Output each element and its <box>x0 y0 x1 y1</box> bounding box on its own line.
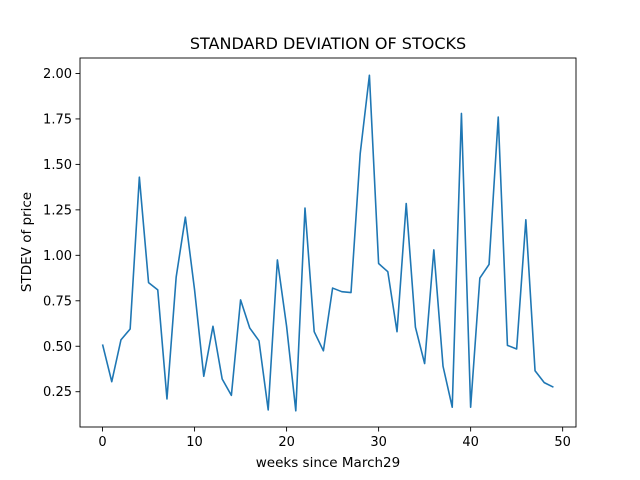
y-tick-label-0.25: 0.25 <box>43 385 72 400</box>
x-tick-label-40: 40 <box>462 435 479 450</box>
y-axis-label: STDEV of price <box>19 192 35 292</box>
x-tick-label-30: 30 <box>370 435 387 450</box>
y-tick-label-1.00: 1.00 <box>43 249 72 264</box>
y-tick-label-1.75: 1.75 <box>43 112 72 127</box>
y-tick-label-1.50: 1.50 <box>43 158 72 173</box>
y-tick-label-2.00: 2.00 <box>43 67 72 82</box>
y-tick-label-0.50: 0.50 <box>43 340 72 355</box>
y-tick-label-0.75: 0.75 <box>43 294 72 309</box>
series-line <box>101 74 554 412</box>
y-tick-label-1.25: 1.25 <box>43 203 72 218</box>
x-tick-label-50: 50 <box>554 435 571 450</box>
chart-title: STANDARD DEVIATION OF STOCKS <box>190 34 466 53</box>
plot-area: 0 10 20 30 40 50 0.25 0.50 0.75 1.00 1.25 1.50 1.75 2… <box>43 57 577 450</box>
axes-frame <box>79 57 577 428</box>
x-tick-label-10: 10 <box>186 435 203 450</box>
x-axis-label: weeks since March29 <box>256 455 401 471</box>
x-tick-label-20: 20 <box>278 435 295 450</box>
x-tick-label-0: 0 <box>98 435 106 450</box>
